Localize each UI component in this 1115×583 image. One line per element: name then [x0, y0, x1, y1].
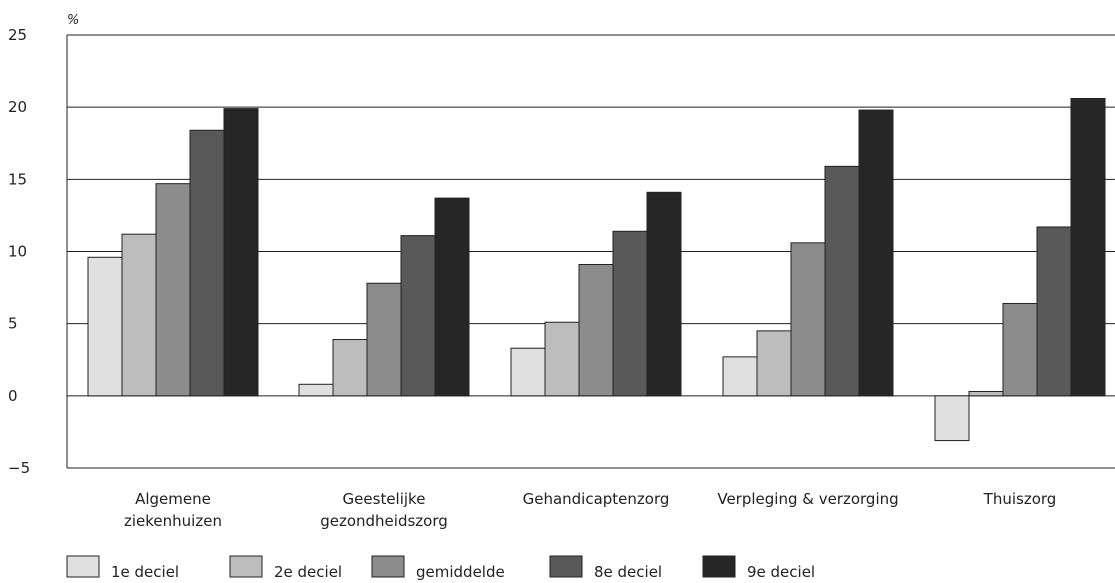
bar: [366, 282, 402, 397]
bar: [646, 191, 682, 397]
x-category-label: Gehandicaptenzorg: [523, 490, 670, 508]
y-tick-label: 25: [8, 26, 27, 44]
x-category-labels: Algemene ziekenhuizen Geestelijke gezondhei…: [124, 490, 1056, 530]
bar: [934, 395, 970, 442]
bar: [790, 242, 826, 397]
legend-label: gemiddelde: [416, 563, 505, 581]
bar: [612, 230, 648, 397]
x-category-label: Verpleging & verzorging: [717, 490, 898, 508]
bars: [87, 98, 1106, 442]
bar: [578, 263, 614, 397]
bar: [87, 256, 123, 397]
legend-label: 9e deciel: [747, 563, 815, 581]
y-unit-label: %: [67, 13, 79, 28]
bar: [121, 233, 157, 397]
x-category-label: Algemene: [135, 490, 211, 508]
y-tick-label: 20: [8, 98, 27, 116]
x-category-label: gezondheidszorg: [320, 512, 448, 530]
y-tick-label: 15: [8, 170, 27, 188]
bar: [1070, 98, 1106, 397]
legend: 1e deciel 2e deciel gemiddelde 8e deciel 9e …: [66, 555, 815, 581]
bar: [722, 356, 758, 397]
bar: [510, 347, 546, 397]
legend-swatch: [229, 555, 263, 578]
bar: [1036, 226, 1072, 397]
legend-swatch: [549, 555, 583, 578]
legend-swatch: [66, 555, 100, 578]
y-tick-labels: −5 0 5 10 15 20 25: [8, 26, 30, 477]
bar: [1002, 302, 1038, 397]
y-tick-label: 5: [8, 315, 18, 333]
legend-swatch: [371, 555, 405, 578]
y-tick-label: 10: [8, 243, 27, 261]
legend-label: 8e deciel: [594, 563, 662, 581]
bar: [858, 109, 894, 397]
legend-label: 1e deciel: [111, 563, 179, 581]
bar: [332, 339, 368, 397]
bar: [824, 165, 860, 397]
x-category-label: Thuiszorg: [983, 490, 1057, 508]
y-tick-label: −5: [8, 459, 30, 477]
bar: [756, 330, 792, 397]
x-category-label: ziekenhuizen: [124, 512, 222, 530]
bar: [968, 391, 1004, 397]
bar: [400, 235, 436, 397]
x-category-label: Geestelijke: [343, 490, 426, 508]
legend-label: 2e deciel: [274, 563, 342, 581]
y-tick-label: 0: [8, 387, 18, 405]
bar: [223, 108, 259, 397]
legend-swatch: [702, 555, 736, 578]
bar: [544, 321, 580, 397]
bar: [298, 383, 334, 397]
bar: [189, 129, 225, 397]
bar: [434, 197, 470, 397]
bar: [155, 183, 191, 397]
